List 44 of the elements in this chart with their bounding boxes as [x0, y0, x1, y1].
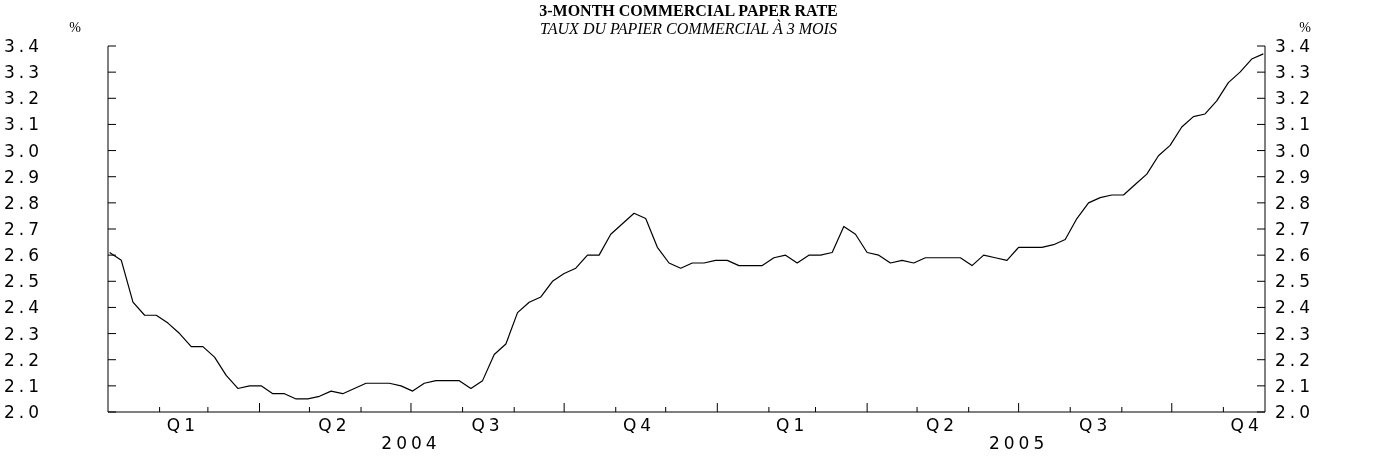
y-tick-label: 2.9	[4, 166, 44, 187]
y-tick-label: 2.2	[4, 349, 44, 370]
y2-tick-label: 2.7	[1275, 219, 1315, 239]
y2-tick-label: 2.2	[1275, 349, 1315, 370]
y2-tick-label: 2.8	[1275, 192, 1315, 213]
y-tick-label: 2.4	[4, 297, 44, 318]
chart-subtitle: TAUX DU PAPIER COMMERCIAL À 3 MOIS	[540, 19, 837, 37]
y-tick-label: 3.4	[4, 36, 44, 56]
y2-tick-label: 3.3	[1275, 62, 1315, 83]
x-tick-label: Q2	[318, 415, 351, 435]
y-tick-label: 2.5	[4, 271, 44, 292]
y2-tick-label: 2.6	[1275, 245, 1315, 266]
y2-tick-label: 2.9	[1275, 166, 1315, 187]
y-tick-label: 2.1	[4, 375, 44, 396]
y2-tick-label: 3.1	[1275, 114, 1315, 135]
y-tick-label: 3.1	[4, 114, 44, 135]
x-tick-label: Q4	[622, 415, 656, 435]
y2-tick-label: 2.5	[1275, 271, 1315, 292]
y-tick-label: 3.3	[4, 62, 44, 83]
x-tick-label: Q1	[166, 415, 200, 435]
y-tick-label: 2.8	[4, 192, 44, 213]
y-tick-label: 2.3	[4, 323, 44, 344]
y2-tick-label: 3.0	[1275, 140, 1315, 161]
y2-tick-label: 3.4	[1275, 36, 1315, 56]
x-tick-label: Q1	[776, 415, 809, 435]
y2-tick-label: 3.2	[1275, 88, 1315, 109]
y2-tick-label: 2.3	[1275, 323, 1315, 344]
y-tick-label: 2.7	[4, 219, 44, 239]
x-tick-label: Q3	[1079, 415, 1112, 435]
y2-tick-label: 2.4	[1275, 297, 1315, 318]
chart-title: 3-MONTH COMMERCIAL PAPER RATE	[539, 2, 838, 19]
y-tick-label: 3.2	[4, 88, 44, 109]
y-tick-label: 2.6	[4, 245, 44, 266]
y-tick-label: 3.0	[4, 140, 44, 161]
y-tick-label: 2.0	[4, 402, 44, 422]
y-axis-title: %	[69, 20, 82, 35]
text: 2005	[988, 433, 1049, 453]
x-tick-label: Q3	[471, 415, 504, 435]
x-tick-label: Q4	[1230, 415, 1263, 435]
y2-tick-label: 2.0	[1275, 402, 1315, 422]
text: 2004	[381, 433, 441, 453]
y2-axis-title: %	[1299, 20, 1312, 35]
y2-tick-label: 2.1	[1275, 375, 1315, 396]
x-tick-label: Q2	[925, 415, 959, 435]
